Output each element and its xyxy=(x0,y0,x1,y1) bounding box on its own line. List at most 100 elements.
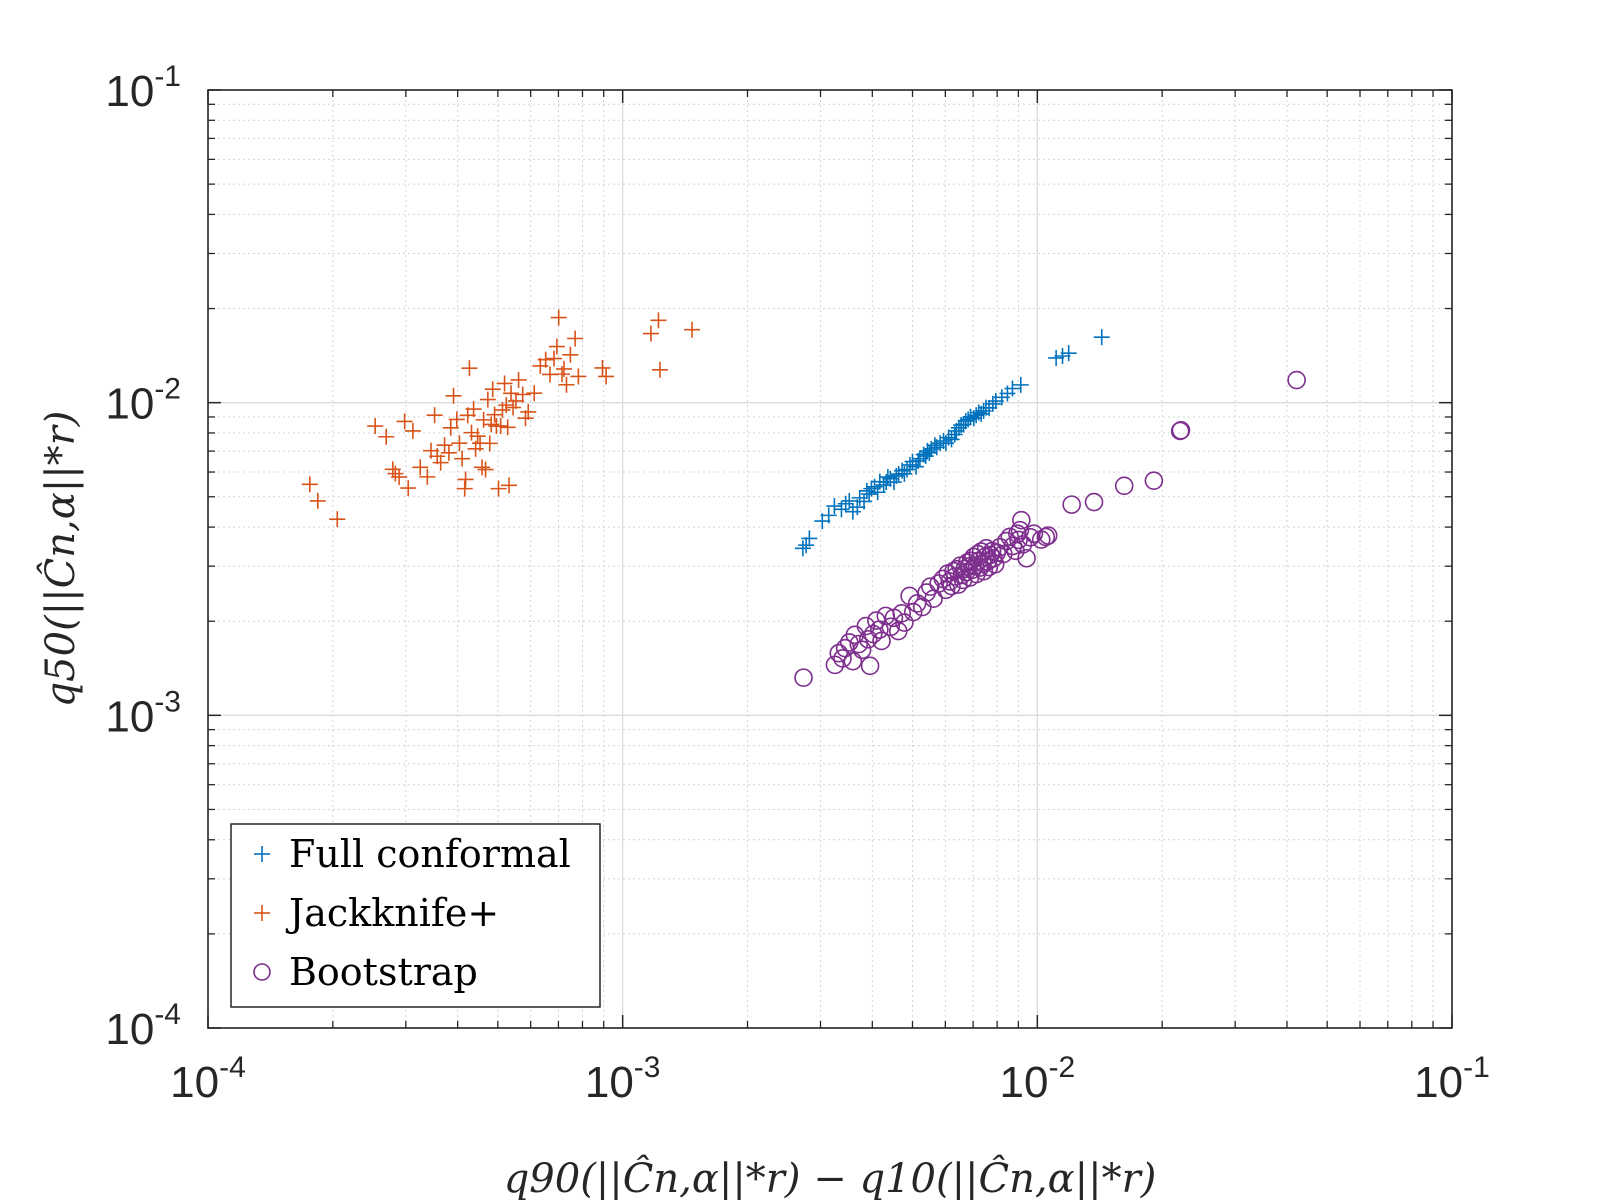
legend-box xyxy=(230,823,601,1008)
y-axis-label: q50(||Ĉn,α||*r) xyxy=(37,411,84,708)
data-point-jackknife xyxy=(400,480,417,497)
data-point-bootstrap xyxy=(947,560,966,579)
data-point-bootstrap xyxy=(794,668,813,687)
data-point-jackknife xyxy=(510,371,527,388)
data-point-bootstrap xyxy=(974,561,994,581)
data-point-jackknife xyxy=(556,360,573,377)
plot-frame-border xyxy=(207,89,1453,1029)
data-point-jackknife xyxy=(492,418,509,435)
data-point-jackknife xyxy=(378,428,395,445)
data-point-jackknife xyxy=(558,376,575,393)
y-tick-mantissa: 10 xyxy=(105,692,154,741)
data-point-jackknife xyxy=(329,511,346,528)
data-point-jackknife xyxy=(479,391,496,408)
x-tick-label: 10-3 xyxy=(585,1051,661,1107)
data-point-bootstrap xyxy=(1013,535,1033,554)
data-point-jackknife xyxy=(412,459,429,476)
data-point-full-conformal xyxy=(1048,349,1065,366)
data-point-bootstrap xyxy=(1012,510,1031,530)
data-point-full-conformal xyxy=(1060,345,1077,362)
minor-grid xyxy=(208,90,1452,1028)
data-point-bootstrap xyxy=(1171,420,1191,440)
data-point-full-conformal xyxy=(826,498,843,515)
x-tick-exponent: -1 xyxy=(1463,1051,1490,1084)
data-point-bootstrap xyxy=(1144,471,1164,490)
data-point-full-conformal xyxy=(841,492,858,509)
data-point-full-conformal xyxy=(885,474,902,491)
legend-label-jackknife-plus: Jackknife+ xyxy=(285,891,499,935)
data-point-jackknife xyxy=(448,411,465,428)
data-point-bootstrap xyxy=(1038,526,1058,545)
data-point-jackknife xyxy=(567,330,584,347)
x-tick-exponent: -3 xyxy=(634,1051,661,1084)
x-tick-exponent: -2 xyxy=(1048,1051,1075,1084)
data-point-full-conformal xyxy=(1004,380,1021,397)
x-tick-label: 10-1 xyxy=(1414,1051,1490,1107)
data-point-bootstrap xyxy=(971,542,991,561)
data-point-jackknife xyxy=(594,359,611,376)
data-point-full-conformal xyxy=(1054,348,1071,365)
data-point-full-conformal xyxy=(820,507,837,524)
data-point-full-conformal xyxy=(1012,376,1029,393)
data-point-jackknife xyxy=(651,361,668,378)
data-point-jackknife xyxy=(454,450,471,467)
x-tick-exponent: -4 xyxy=(219,1051,246,1084)
data-point-full-conformal xyxy=(798,537,815,554)
x-tick-mantissa: 10 xyxy=(1000,1058,1049,1107)
data-point-jackknife xyxy=(505,399,522,416)
data-point-bootstrap xyxy=(1062,495,1081,514)
y-tick-mantissa: 10 xyxy=(105,67,154,116)
data-point-bootstrap xyxy=(903,602,923,622)
legend-markers xyxy=(253,846,271,981)
data-point-full-conformal xyxy=(844,503,861,520)
data-point-jackknife xyxy=(514,386,531,403)
y-tick-labels: 10-410-310-210-1 xyxy=(105,60,181,1054)
y-tick-label: 10-1 xyxy=(105,60,181,116)
data-point-bootstrap xyxy=(1114,476,1134,496)
data-point-jackknife xyxy=(445,387,462,404)
x-tick-mantissa: 10 xyxy=(1414,1058,1463,1107)
legend-marker-full-conformal xyxy=(254,846,270,862)
data-point-jackknife xyxy=(499,419,516,436)
data-point-full-conformal xyxy=(981,399,998,416)
data-point-jackknife xyxy=(457,471,474,488)
data-point-full-conformal xyxy=(984,395,1001,412)
data-point-bootstrap xyxy=(860,656,880,676)
data-point-jackknife xyxy=(474,459,491,476)
data-point-jackknife xyxy=(684,321,701,338)
data-point-jackknife xyxy=(550,309,567,326)
data-point-full-conformal xyxy=(896,465,913,482)
data-point-bootstrap xyxy=(1017,548,1036,568)
data-point-jackknife xyxy=(429,448,446,465)
x-tick-label: 10-2 xyxy=(1000,1051,1076,1107)
data-point-bootstrap xyxy=(1036,527,1056,547)
plot-frame xyxy=(207,89,1453,1029)
data-point-jackknife xyxy=(484,381,501,398)
series-jackknife xyxy=(301,309,701,528)
data-point-bootstrap xyxy=(1003,536,1023,556)
data-point-jackknife xyxy=(419,468,436,485)
y-tick-label: 10-4 xyxy=(105,998,181,1054)
y-tick-exponent: -1 xyxy=(154,60,181,93)
legend: Full conformal Jackknife+ Bootstrap xyxy=(230,823,601,1008)
data-point-jackknife xyxy=(598,368,615,385)
data-point-full-conformal xyxy=(946,426,963,443)
data-point-jackknife xyxy=(442,419,459,436)
data-point-jackknife xyxy=(426,407,443,424)
y-tick-exponent: -2 xyxy=(154,373,181,406)
data-point-full-conformal xyxy=(1093,329,1110,346)
data-point-jackknife xyxy=(562,346,579,363)
data-point-bootstrap xyxy=(917,583,936,602)
data-point-jackknife xyxy=(404,422,421,439)
data-point-bootstrap xyxy=(833,649,852,668)
data-point-jackknife xyxy=(520,403,537,420)
series-bootstrap xyxy=(794,370,1306,687)
y-tick-label: 10-3 xyxy=(105,685,181,741)
data-point-jackknife xyxy=(498,397,515,414)
data-point-jackknife xyxy=(461,360,478,377)
data-point-bootstrap xyxy=(858,630,878,649)
data-point-jackknife xyxy=(517,410,534,427)
x-tick-labels: 10-4 10-3 10-2 10-1 xyxy=(170,1051,1490,1107)
